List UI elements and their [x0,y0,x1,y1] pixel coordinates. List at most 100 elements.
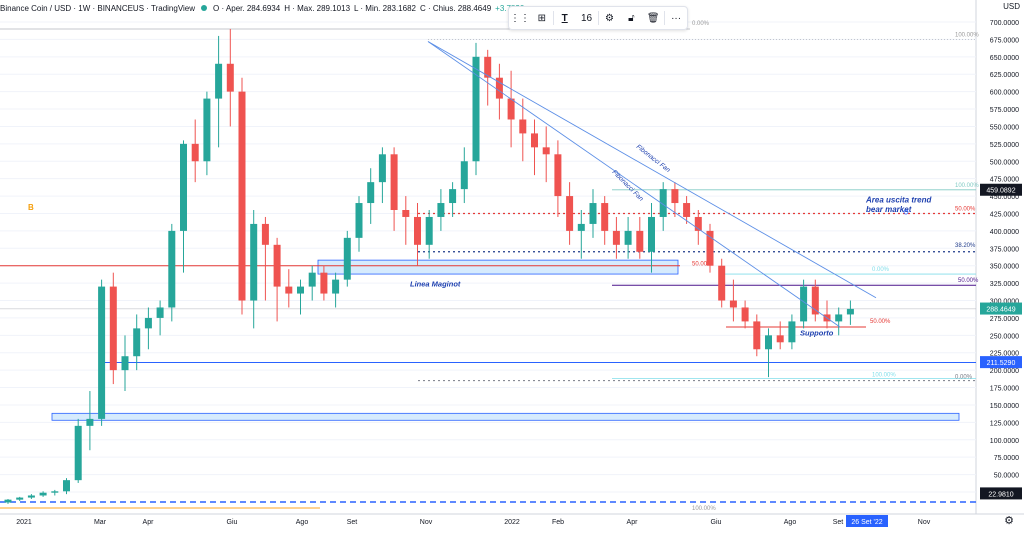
candle-body [624,230,632,245]
price-tick-label: 225.0000 [990,351,1019,358]
chart-settings-icon[interactable]: ⚙ [1004,515,1014,527]
candle-body [133,328,141,357]
candle-body [378,154,386,183]
candle-body [261,223,269,245]
price-tick-label: 475.0000 [990,177,1019,184]
price-tick-label: 275.0000 [990,316,1019,323]
fib-level-label: 100.00% [692,506,716,512]
candle-body [706,230,714,266]
price-tick-label: 300.0000 [990,299,1019,306]
candle-body [776,335,784,343]
candle-body [320,272,328,294]
market-status-dot [201,5,208,11]
currency-label[interactable]: USD [1003,2,1020,11]
price-axis[interactable]: 700.0000 675.0000 650.0000 625.0000 600.0000… [980,20,1022,500]
candle-body [109,286,117,371]
candle-body [729,300,737,308]
ohlc-close: C · Chius. 288.4649 [419,3,492,13]
candle-body [332,279,340,294]
ohlc-low: L · Min. 283.1682 [354,3,416,13]
candle-body [180,143,187,231]
price-label-mid[interactable]: 211.5290 [987,360,1016,367]
fib-level-label: 0.00% [872,267,890,273]
time-tick-label: Ago [784,519,797,526]
price-tick-label: 200.0000 [990,368,1019,375]
font-size-select[interactable]: 16 [581,12,593,24]
price-tick-label: 325.0000 [990,281,1019,288]
support-zone [51,412,960,421]
candle-body [203,98,211,162]
ohlc-open: O · Aper. 284.6934 [213,3,281,13]
candle-body [495,77,503,99]
drag-handle-icon[interactable]: ⋮⋮ [509,12,530,24]
maginot-label[interactable]: Linea Maginot [410,280,461,289]
price-tick-label: 700.0000 [990,20,1019,27]
candle-body [554,154,562,197]
price-tick-label: 100.0000 [990,438,1019,445]
more-options-icon[interactable]: ··· [671,12,682,24]
fib-level-label: 0.00% [692,21,710,27]
candle-body [542,147,550,155]
time-tick-label: Apr [143,519,155,526]
candle-body [531,133,538,148]
price-label-last[interactable]: 288.4649 [986,307,1015,314]
candle-body [484,56,492,78]
time-tick-label: Feb [552,519,564,526]
time-axis[interactable]: 2021 Mar Apr Giu Ago Set Nov 2022 Feb Apr Giu Ago Se… [16,515,931,527]
time-tick-label: 2022 [504,519,520,526]
time-tick-label: Set [833,519,844,526]
candle-body [156,307,164,318]
candle-body [472,56,480,162]
candle-body [238,91,246,301]
trash-icon[interactable]: 🗑︎ [646,12,660,24]
price-tick-label: 75.0000 [994,455,1019,462]
lock-icon[interactable]: 🔓︎ [628,12,635,24]
time-tick-label: Ago [296,519,309,526]
symbol-title[interactable]: Binance Coin / USD · 1W · BINANCEUS · Tr… [0,3,196,13]
settings-gear-icon[interactable]: ⚙ [604,12,614,24]
price-tick-label: 625.0000 [990,72,1019,79]
price-label-top-bg [980,183,1022,196]
price-tick-label: 375.0000 [990,246,1019,253]
drawings-layer-under[interactable]: 100.00% 0.00% 100.00% 50.00% 38.20% 50.00% 0.0… [0,21,979,512]
candle-body [402,210,410,217]
fibonacci-fan-line [427,41,841,328]
template-icon[interactable]: ⊞ [537,12,546,24]
toolbar-divider [597,11,599,25]
candle-body [800,286,808,322]
candle-body [51,491,59,493]
time-tick-label: Apr [627,519,639,526]
area-uscita-label[interactable]: Area uscita trend [865,195,932,204]
price-tick-label: 550.0000 [990,124,1019,131]
drawing-toolbar: ⋮⋮ ⊞ T 16 ⚙ 🔓︎ 🗑︎ ··· [508,6,688,30]
price-tick-label: 675.0000 [990,37,1019,44]
candle-body [355,203,363,238]
fib-level-label: 100.00% [872,373,896,379]
price-tick-label: 575.0000 [990,107,1019,114]
price-tick-label: 400.0000 [990,229,1019,236]
time-cursor-label[interactable]: 26 Set '22 [851,519,882,526]
text-color-icon[interactable]: T [561,12,568,24]
candle-body [601,203,609,231]
candle-body [835,314,843,322]
time-cursor-label-bg [846,515,888,527]
candle-body [27,495,35,498]
price-tick-label: 175.0000 [990,386,1019,393]
time-tick-label: Nov [918,519,931,526]
fib-level-label: 50.00% [692,262,713,268]
price-label-top[interactable]: 459.0892 [986,188,1015,195]
price-label-last-bg [980,302,1022,315]
price-tick-label: 425.0000 [990,211,1019,218]
candle-body [449,189,457,204]
bear-market-label[interactable]: bear market [866,205,912,214]
candle-body [39,492,47,496]
fib-level-label: 0.00% [955,375,973,381]
b-label[interactable]: B [28,203,34,212]
price-label-low[interactable]: 22.9810 [988,491,1013,498]
candle-body [694,216,702,231]
supporto-label[interactable]: Supporto [800,328,834,337]
anchor-point [903,209,909,215]
candle-body [683,203,691,217]
